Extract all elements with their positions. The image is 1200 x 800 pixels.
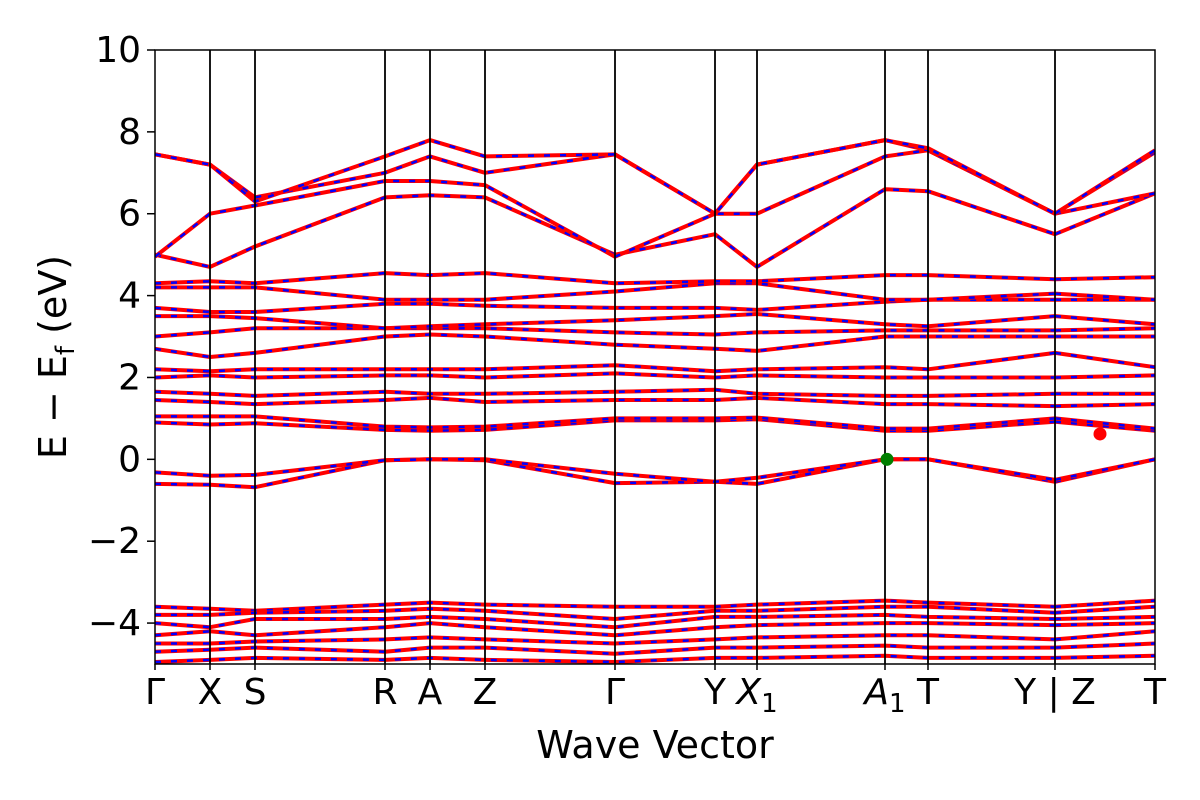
band-24-seg-1-blue xyxy=(1054,654,1155,660)
band-2-seg-1-blue xyxy=(1054,420,1155,432)
y-axis-title-unit: (eV) xyxy=(31,255,75,346)
bands-layer xyxy=(155,138,1155,664)
y-tick-label-6: −2 xyxy=(88,521,141,562)
band-7-seg-0-red xyxy=(155,350,1056,374)
band-13-seg-1-blue xyxy=(1054,275,1155,281)
band-7-seg-0-blue xyxy=(155,351,1056,373)
y-tick-label-1: 8 xyxy=(118,112,141,153)
band-2-seg-0-blue xyxy=(155,417,1056,432)
band-10-seg-0-blue xyxy=(155,312,1056,330)
y-tick-label-0: 10 xyxy=(95,30,141,71)
band-8-seg-0-red xyxy=(155,332,1055,359)
x-tick-label-9: A1 xyxy=(862,672,905,719)
x-tick-label-6: Γ xyxy=(605,672,625,713)
band-4-seg-1-blue xyxy=(1054,402,1155,408)
x-tick-label-8: X1 xyxy=(734,672,777,719)
band-5-seg-0-blue xyxy=(155,388,1056,398)
band-7-seg-1-blue xyxy=(1054,351,1155,369)
band-3-seg-0-blue xyxy=(155,415,1056,430)
band-1-seg-1-blue xyxy=(1054,458,1155,482)
band-4-seg-0-blue xyxy=(155,396,1056,408)
x-tick-label-3: R xyxy=(372,672,397,713)
band-15-seg-0-red xyxy=(155,148,1056,259)
band-20-seg-1-blue xyxy=(1054,615,1155,621)
x-tick-label-12: T xyxy=(1143,672,1167,713)
y-tick-label-5: 0 xyxy=(118,439,141,480)
band-19-seg-1-blue xyxy=(1054,605,1155,615)
band-22-seg-1-blue xyxy=(1054,630,1155,641)
band-23-seg-1-blue xyxy=(1054,642,1155,649)
y-axis-title-main: E − E xyxy=(31,355,75,459)
kpoint-lines xyxy=(209,50,1056,664)
band-15-seg-0-blue xyxy=(155,149,1056,259)
marker-point-0 xyxy=(880,452,894,466)
x-tick-label-7: Y xyxy=(703,672,727,713)
plot-frame xyxy=(154,49,1156,665)
marker-points xyxy=(880,427,1107,466)
y-tick-label-2: 6 xyxy=(118,194,141,235)
band-14-seg-1-blue xyxy=(1054,192,1155,236)
band-17-seg-0-blue xyxy=(155,138,1056,216)
band-10-seg-1-blue xyxy=(1054,314,1155,326)
x-tick-label-0: Γ xyxy=(145,672,165,713)
band-6-seg-0-blue xyxy=(155,372,1055,379)
marker-point-1 xyxy=(1093,427,1107,441)
x-axis-title: Wave Vector xyxy=(536,723,774,767)
y-tick-label-7: −4 xyxy=(88,603,141,644)
band-20-seg-0-blue xyxy=(155,613,1056,629)
band-12-seg-1-blue xyxy=(1054,292,1155,301)
band-23-seg-0-blue xyxy=(155,644,1055,656)
y-axis: 10 8 6 4 2 0 −2 −4 xyxy=(88,30,155,644)
band-8-seg-0-blue xyxy=(155,333,1055,359)
band-3-seg-1-blue xyxy=(1054,417,1155,430)
band-6-seg-1-blue xyxy=(1054,374,1155,379)
x-tick-label-11: Y | Z xyxy=(1013,672,1096,713)
x-tick-label-4: A xyxy=(418,672,443,713)
band-18-seg-1-blue xyxy=(1054,599,1155,608)
band-14-seg-0-blue xyxy=(155,187,1056,269)
y-axis-title-sub: f xyxy=(51,345,81,355)
band-9-seg-0-blue xyxy=(155,327,1055,338)
x-tick-label-1: X xyxy=(198,672,223,713)
band-17-seg-1-blue xyxy=(1054,149,1155,215)
band-22-seg-0-blue xyxy=(155,634,1056,645)
band-12-seg-0-blue xyxy=(155,282,1056,301)
x-tick-label-2: S xyxy=(244,672,267,713)
band-13-seg-0-blue xyxy=(155,271,1056,285)
band-21-seg-1-blue xyxy=(1054,621,1155,627)
band-19-seg-0-blue xyxy=(155,605,1056,621)
y-tick-label-4: 2 xyxy=(118,357,141,398)
x-tick-label-10: T xyxy=(916,672,940,713)
x-tick-label-5: Z xyxy=(473,672,498,713)
band-18-seg-0-blue xyxy=(155,599,1056,613)
band-9-seg-1-blue xyxy=(1054,327,1155,332)
y-tick-label-3: 4 xyxy=(118,276,141,317)
band-24-seg-0-blue xyxy=(155,654,1055,664)
band-21-seg-0-blue xyxy=(155,621,1056,637)
y-axis-title: E − Ef (eV) xyxy=(31,255,81,459)
band-15-seg-1-blue xyxy=(1054,192,1155,215)
